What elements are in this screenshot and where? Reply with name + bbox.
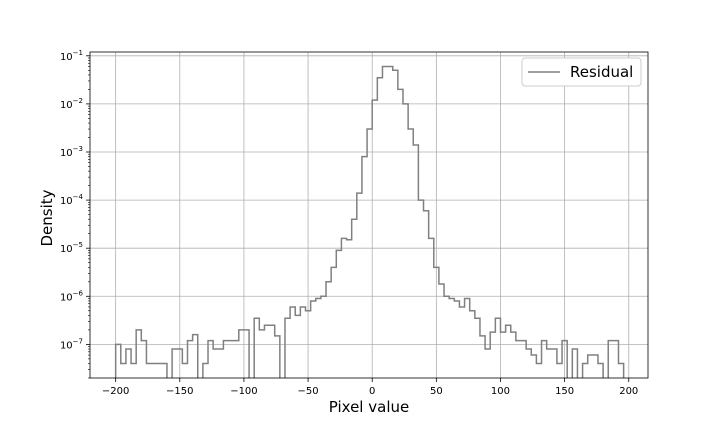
x-axis: −200 −150 −100 −50 0 50 100 150 200 — [102, 378, 638, 397]
plot-frame — [89, 51, 649, 379]
grid-lines — [90, 52, 648, 378]
x-tick-label: 150 — [555, 386, 574, 397]
series-group — [114, 65, 625, 378]
x-tick-label: −200 — [102, 386, 129, 397]
residual-histogram-line — [114, 65, 625, 378]
x-tick-label: 100 — [491, 386, 510, 397]
x-tick-label: 200 — [619, 386, 638, 397]
x-tick-label: 0 — [369, 386, 375, 397]
x-tick-label: 50 — [430, 386, 443, 397]
y-axis-label: Density — [38, 189, 56, 246]
x-tick-label: −100 — [230, 386, 257, 397]
legend: Residual — [521, 57, 642, 87]
x-axis-label: Pixel value — [329, 398, 409, 416]
x-tick-label: −50 — [298, 386, 319, 397]
legend-box — [521, 57, 642, 87]
x-tick-label: −150 — [166, 386, 193, 397]
legend-label-residual: Residual — [570, 63, 633, 81]
